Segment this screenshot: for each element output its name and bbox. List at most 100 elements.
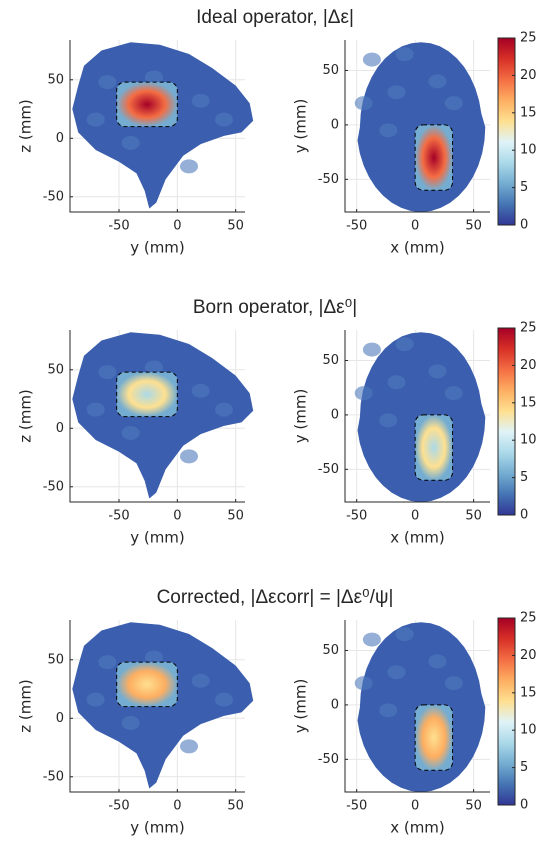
y-tick-label: 50 — [322, 353, 339, 368]
x-tick-label: 50 — [227, 219, 244, 234]
texture — [215, 113, 233, 127]
y-tick-label: -50 — [318, 462, 339, 477]
texture — [122, 716, 140, 730]
x-tick-label: -50 — [108, 219, 129, 234]
colorbar-tick-label: 0 — [520, 798, 528, 813]
y-tick-label: 0 — [56, 131, 64, 146]
y-tick-label: -50 — [43, 769, 64, 784]
chart-title: Born operator, |Δε⁰| — [193, 297, 357, 318]
y-tick-label: 50 — [47, 652, 64, 667]
texture — [180, 739, 198, 753]
x-axis-label: y (mm) — [130, 239, 185, 257]
row: Corrected, |Δεcorr| = |Δε⁰/ψ| -50 0 50 -50 0 5… — [17, 587, 537, 836]
x-axis-label: x (mm) — [390, 819, 445, 837]
y-axis-label: z (mm) — [17, 99, 35, 153]
colorbar-tick-label: 10 — [520, 723, 537, 738]
texture — [363, 633, 381, 647]
texture — [396, 47, 414, 61]
colorbar-tick-label: 5 — [520, 180, 528, 195]
y-tick-label: 50 — [322, 63, 339, 78]
colorbar-tick-label: 5 — [520, 470, 528, 485]
texture — [428, 364, 446, 378]
texture — [192, 384, 210, 398]
texture — [355, 676, 373, 690]
texture — [98, 75, 116, 89]
texture — [428, 74, 446, 88]
texture — [98, 365, 116, 379]
colorbar-tick-label: 0 — [520, 218, 528, 233]
x-tick-label: 0 — [173, 799, 181, 814]
x-tick-label: 50 — [227, 509, 244, 524]
colorbar-tick-label: 20 — [520, 358, 537, 373]
x-tick-label: -50 — [108, 799, 129, 814]
x-tick-label: -50 — [108, 509, 129, 524]
colorbar-tick-label: 15 — [520, 105, 537, 120]
chart-title: Corrected, |Δεcorr| = |Δε⁰/ψ| — [157, 587, 394, 608]
y-tick-label: -50 — [318, 172, 339, 187]
colorbar-tick-label: 15 — [520, 395, 537, 410]
texture — [122, 136, 140, 150]
colorbar — [498, 38, 515, 225]
texture — [445, 386, 463, 400]
panel: -50050-50050x (mm)y (mm) — [292, 40, 491, 257]
texture — [445, 676, 463, 690]
colorbar-tick-label: 25 — [520, 611, 537, 626]
x-tick-label: 50 — [465, 799, 482, 814]
texture — [387, 375, 405, 389]
texture — [387, 85, 405, 99]
y-tick-label: -50 — [43, 479, 64, 494]
inclusion — [415, 125, 452, 190]
texture — [122, 426, 140, 440]
texture — [355, 386, 373, 400]
x-tick-label: 0 — [411, 509, 419, 524]
texture — [180, 449, 198, 463]
texture — [215, 403, 233, 417]
texture — [355, 96, 373, 110]
colorbar — [498, 618, 515, 805]
y-tick-label: -50 — [318, 752, 339, 767]
colorbar-tick-label: 10 — [520, 433, 537, 448]
y-tick-label: -50 — [43, 189, 64, 204]
texture — [387, 665, 405, 679]
texture — [192, 94, 210, 108]
x-axis-label: x (mm) — [390, 529, 445, 547]
figure: Ideal operator, |Δε|-50050-50050y (mm)z … — [0, 0, 547, 856]
x-tick-label: 50 — [465, 509, 482, 524]
x-tick-label: 50 — [227, 799, 244, 814]
colorbar-tick-label: 20 — [520, 68, 537, 83]
x-tick-label: -50 — [346, 799, 367, 814]
texture — [363, 343, 381, 357]
x-tick-label: -50 — [346, 509, 367, 524]
x-tick-label: 0 — [411, 219, 419, 234]
x-tick-label: 0 — [173, 509, 181, 524]
colorbar-tick-label: 20 — [520, 648, 537, 663]
inclusion — [117, 82, 178, 126]
texture — [363, 53, 381, 67]
y-tick-label: 50 — [47, 362, 64, 377]
y-axis-label: z (mm) — [17, 389, 35, 443]
texture — [87, 113, 105, 127]
y-tick-label: 0 — [56, 711, 64, 726]
inclusion — [415, 415, 452, 480]
colorbar-tick-label: 0 — [520, 508, 528, 523]
texture — [396, 337, 414, 351]
texture — [379, 123, 397, 137]
y-axis-label: y (mm) — [292, 99, 310, 154]
y-tick-label: 0 — [331, 117, 339, 132]
y-tick-label: 0 — [331, 407, 339, 422]
texture — [445, 96, 463, 110]
panel: -50050-50050x (mm)y (mm) — [292, 620, 491, 837]
texture — [180, 159, 198, 173]
texture — [379, 703, 397, 717]
texture — [87, 403, 105, 417]
x-tick-label: 0 — [173, 219, 181, 234]
y-tick-label: 50 — [322, 643, 339, 658]
chart-title: Ideal operator, |Δε| — [196, 7, 354, 28]
x-axis-label: x (mm) — [390, 239, 445, 257]
texture — [98, 655, 116, 669]
colorbar-tick-label: 25 — [520, 31, 537, 46]
colorbar-tick-label: 10 — [520, 143, 537, 158]
